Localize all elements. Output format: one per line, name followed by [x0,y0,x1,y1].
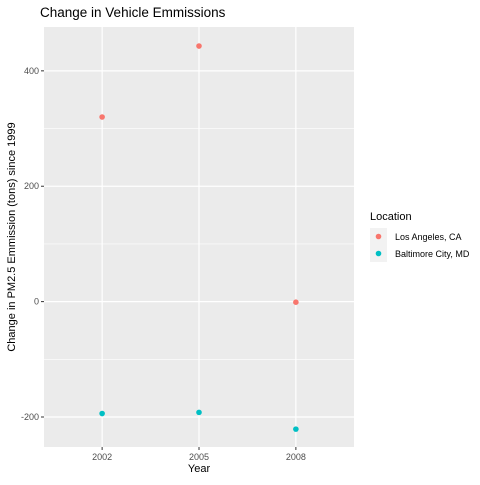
legend-label: Los Angeles, CA [395,232,462,242]
data-point [196,43,202,49]
legend-label: Baltimore City, MD [395,249,470,259]
chart-title: Change in Vehicle Emmissions [40,5,226,20]
x-axis-title: Year [188,463,211,475]
grid-lines [44,27,354,447]
data-point [99,410,105,417]
x-tick-label: 2005 [189,452,209,462]
legend-marker [375,233,382,240]
y-axis-title: Change in PM2.5 Emmission (tons) since 1… [6,122,18,351]
x-tick-label: 2002 [92,452,112,462]
y-tick-label: 0 [34,297,39,307]
y-tick-label: 400 [24,66,39,76]
legend-items: Los Angeles, CA Baltimore City, MD [370,228,470,262]
legend-marker [375,250,382,257]
x-tick-label: 2008 [286,452,306,462]
data-point [293,426,299,432]
legend: Location Los Angeles, CA Baltimore City, … [370,211,470,262]
axis-ticks: -200 0 200 400 2002 2005 2008 [21,66,306,462]
data-point [99,114,105,120]
data-points [99,43,299,432]
y-tick-label: -200 [21,412,39,422]
y-tick-label: 200 [24,181,39,191]
data-point [293,299,299,305]
data-point [196,409,202,416]
legend-title: Location [370,211,412,223]
